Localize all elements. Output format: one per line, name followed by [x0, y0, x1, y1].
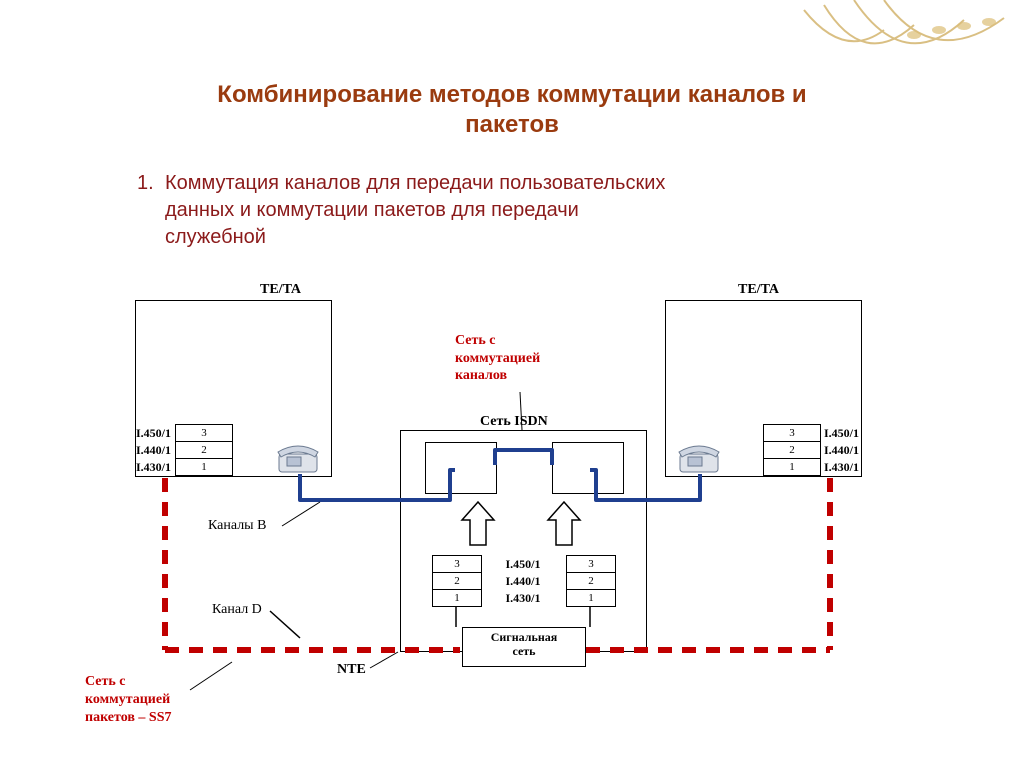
isdn-label: Сеть ISDN — [480, 414, 548, 430]
teta-label-right: TE/TA — [738, 282, 779, 298]
list-number: 1. — [137, 170, 154, 197]
center-stack-right: 3 2 1 — [566, 555, 616, 607]
circuit-net-label: Сеть с коммутацией каналов — [455, 332, 540, 385]
left-stack: 3 2 1 — [175, 424, 233, 476]
packet-net-label: Сеть с коммутацией пакетов – SS7 — [85, 673, 171, 728]
center-inner-left — [425, 442, 497, 494]
phone-icon-right — [676, 440, 722, 474]
left-proto-labels: I.450/1 I.440/1 I.430/1 — [123, 425, 171, 476]
nte-label: NTE — [337, 662, 366, 678]
center-inner-right — [552, 442, 624, 494]
page-title: Комбинирование методов коммутации канало… — [0, 80, 1024, 140]
center-stack-left: 3 2 1 — [432, 555, 482, 607]
channel-d-label: Канал D — [212, 602, 262, 618]
phone-icon-left — [275, 440, 321, 474]
body-text: 1. Коммутация каналов для передачи польз… — [165, 170, 885, 251]
channels-b-label: Каналы B — [208, 518, 266, 534]
body-l3: служебной — [165, 226, 266, 248]
right-proto-labels: I.450/1 I.440/1 I.430/1 — [824, 425, 872, 476]
body-l1: Коммутация каналов для передачи пользова… — [165, 172, 665, 194]
right-stack: 3 2 1 — [763, 424, 821, 476]
title-l1: Комбинирование методов коммутации канало… — [217, 81, 806, 108]
signal-net-box: Сигнальнаясеть — [462, 627, 586, 667]
title-l2: пакетов — [465, 111, 559, 138]
teta-label-left: TE/TA — [260, 282, 301, 298]
center-proto-labels: I.450/1 I.440/1 I.430/1 — [488, 556, 558, 607]
body-l2: данных и коммутации пакетов для передачи — [165, 199, 579, 221]
